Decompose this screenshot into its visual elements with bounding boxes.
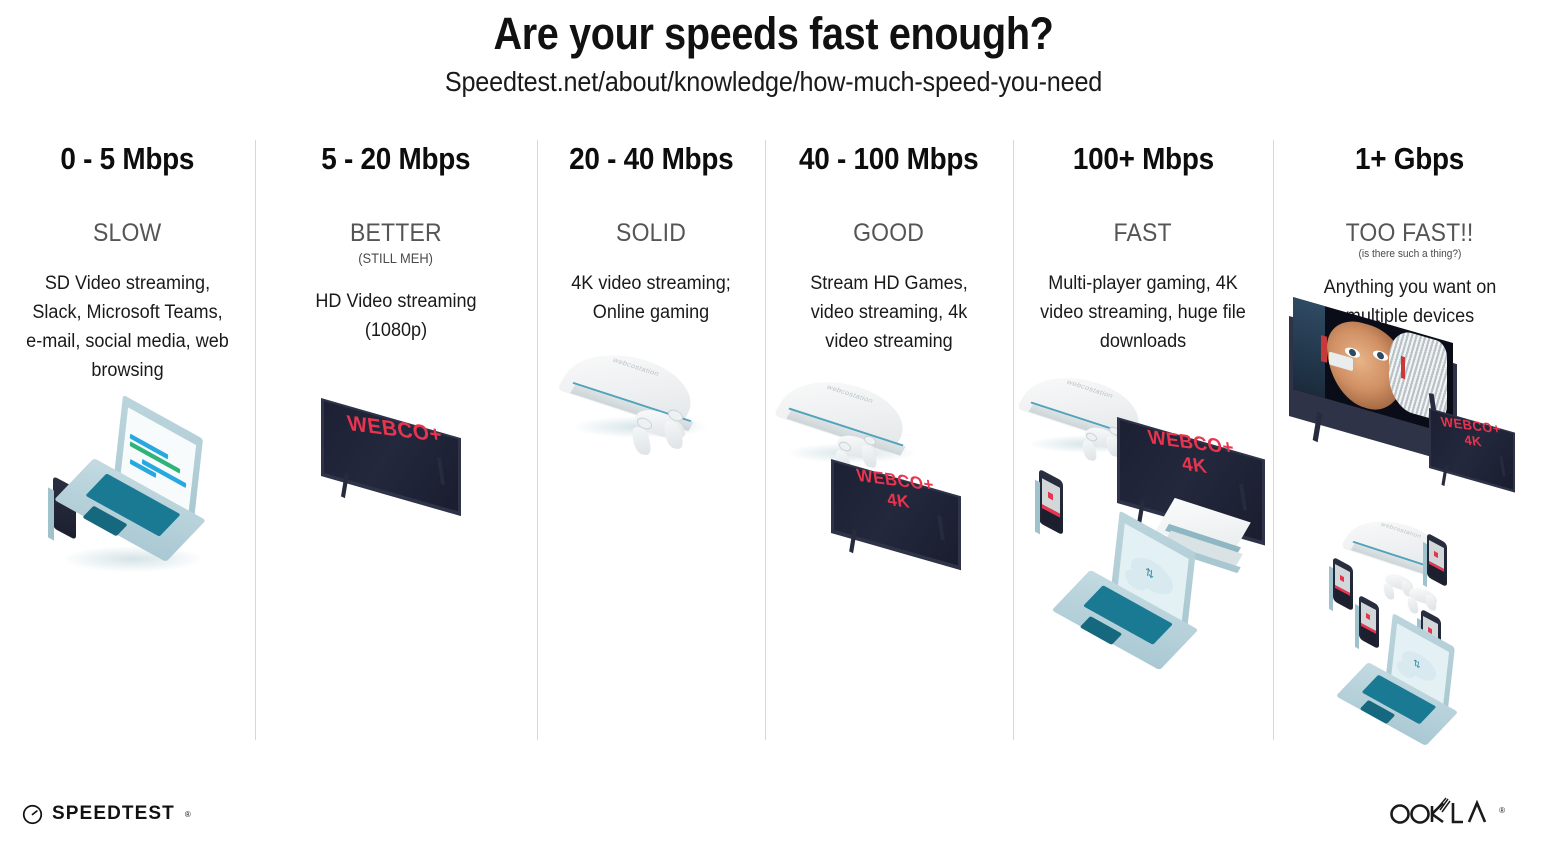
quality-label: SOLID <box>616 219 686 247</box>
footer: SPEEDTEST ® ® <box>0 783 1547 843</box>
header: Are your speeds fast enough? Speedtest.n… <box>0 0 1547 98</box>
usage-description: HD Video streaming (1080p) <box>315 291 477 341</box>
quality-label: GOOD <box>853 219 925 247</box>
laptop-icon <box>54 394 216 562</box>
quality-sublabel: (is there such a thing?) <box>1358 248 1462 260</box>
speed-range-label: 40 - 100 Mbps <box>799 141 979 176</box>
laptop-cloud-icon: ⇅ <box>1051 510 1215 670</box>
speedtest-trademark: ® <box>184 809 191 819</box>
illustration-group-6: WEBCO+ 4K webcostation <box>1281 296 1539 746</box>
page-subtitle-url: Speedtest.net/about/knowledge/how-much-s… <box>444 65 1103 97</box>
illustration-group-4: webcostation WEBCO+ 4K <box>773 357 1005 745</box>
speed-tier-columns: 0 - 5 Mbps SLOW SD Video streaming, Slac… <box>0 135 1547 746</box>
speed-range-label: 100+ Mbps <box>1072 141 1214 176</box>
tv-icon: WEBCO+ <box>321 390 481 520</box>
gamepad-icon <box>623 404 697 460</box>
ookla-trademark: ® <box>1499 806 1505 815</box>
quality-label: BETTER <box>350 219 442 247</box>
usage-description: 4K video streaming; Online gaming <box>571 273 731 323</box>
usage-description: SD Video streaming, Slack, Microsoft Tea… <box>26 273 229 381</box>
speed-tier-column-2: 5 - 20 Mbps BETTER (STILL MEH) HD Video … <box>255 135 537 745</box>
laptop-cloud-icon: ⇅ <box>1335 612 1477 746</box>
speed-tier-column-5: 100+ Mbps FAST Multi-player gaming, 4K v… <box>1013 135 1273 745</box>
phone-icon <box>1423 532 1453 590</box>
speedometer-icon <box>22 804 43 825</box>
illustration-group-2: WEBCO+ <box>263 346 529 745</box>
quality-sublabel: (STILL MEH) <box>358 250 434 266</box>
speed-range-label: 20 - 40 Mbps <box>568 141 734 176</box>
ookla-logo: ® <box>1386 795 1505 825</box>
speed-range-label: 0 - 5 Mbps <box>60 141 195 176</box>
speed-tier-column-4: 40 - 100 Mbps GOOD Stream HD Games, vide… <box>765 135 1013 745</box>
illustration-group-5: webcostation WEBCO+ 4K <box>1016 357 1265 745</box>
tv-4k-icon: WEBCO+ 4K <box>831 453 1001 593</box>
speed-tier-column-1: 0 - 5 Mbps SLOW SD Video streaming, Slac… <box>0 135 255 745</box>
illustration-group-3: webcostation <box>545 328 757 745</box>
speedtest-wordmark: SPEEDTEST <box>52 803 175 824</box>
page-title: Are your speeds fast enough? <box>493 8 1054 59</box>
quality-label: TOO FAST!! <box>1346 219 1474 247</box>
quality-label: FAST <box>1113 219 1173 247</box>
tv-4k-icon: WEBCO+ 4K <box>1429 404 1547 534</box>
speed-range-label: 5 - 20 Mbps <box>321 141 471 176</box>
usage-description: Stream HD Games, video streaming, 4k vid… <box>810 273 968 352</box>
quality-label: SLOW <box>93 219 162 247</box>
speed-tier-column-6: 1+ Gbps TOO FAST!! (is there such a thin… <box>1273 135 1547 746</box>
illustration-group-1 <box>8 386 247 746</box>
speed-tier-column-3: 20 - 40 Mbps SOLID 4K video streaming; O… <box>537 135 765 745</box>
ookla-wordmark-icon <box>1390 797 1487 824</box>
speedtest-logo: SPEEDTEST ® <box>22 803 191 825</box>
speed-range-label: 1+ Gbps <box>1355 141 1465 176</box>
usage-description: Multi-player gaming, 4K video streaming,… <box>1040 273 1246 352</box>
